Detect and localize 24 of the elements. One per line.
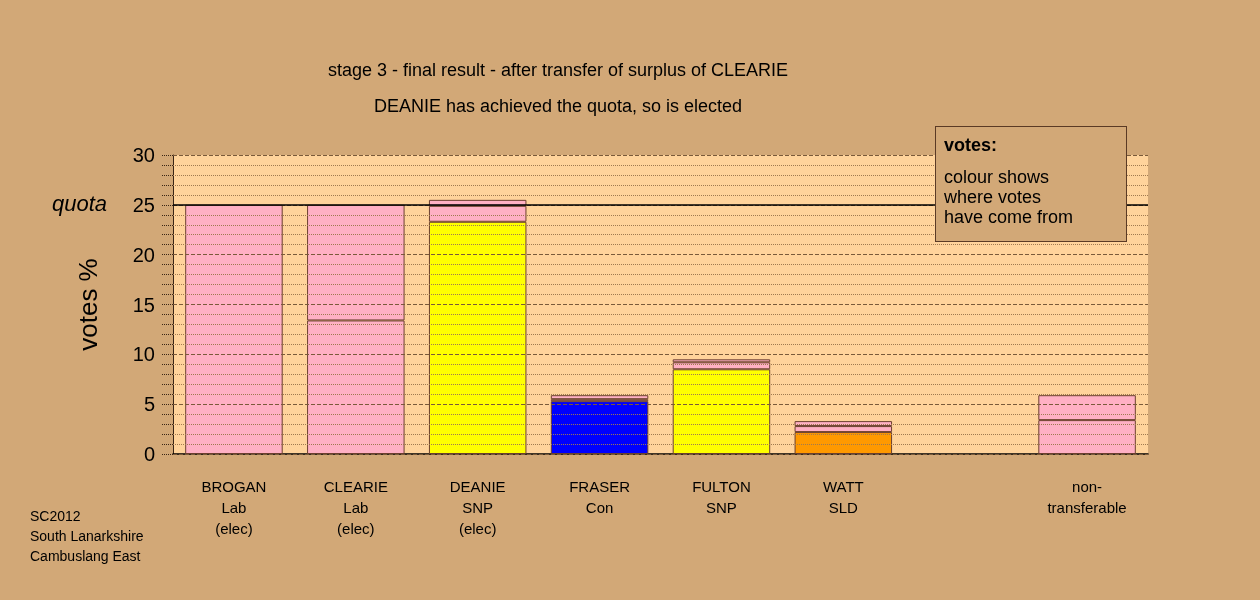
bar <box>550 395 649 400</box>
y-tick-label: 10 <box>132 343 155 366</box>
bar <box>185 204 283 454</box>
x-tick-label: CLEARIE Lab (elec) <box>323 478 388 537</box>
chart-title: stage 3 - final result - after transfer of surplus of CLEARIE <box>327 60 789 80</box>
text: SC2012 South Lanarkshire Cambuslang East <box>30 508 144 564</box>
note-box: votes: colour shows where votes have come from <box>935 126 1127 242</box>
bar <box>550 401 649 454</box>
y-tick-label: 0 <box>143 443 155 465</box>
x-tick-label: non- transferable <box>1047 478 1127 516</box>
y-tick-label: 5 <box>143 393 155 416</box>
x-tick-label: FULTON SNP <box>692 478 751 516</box>
annotation: votes: colour shows where votes have come from <box>944 135 1075 227</box>
y-tick-label: 30 <box>132 144 155 166</box>
y-tick-label: 25 <box>132 193 155 216</box>
x-tick-label: FRASER Con <box>569 478 631 516</box>
y-tick-label: 15 <box>132 293 155 316</box>
x-tick-label: DEANIE SNP (elec) <box>449 478 506 537</box>
ref-line-label: quota <box>52 191 108 217</box>
y-axis-title: votes % <box>73 258 103 351</box>
chart-subtitle: DEANIE has achieved the quota, so is elected <box>373 96 743 116</box>
x-tick-label: WATT SLD <box>822 478 864 516</box>
x-tick-label: BROGAN Lab (elec) <box>201 478 267 537</box>
y-tick-label: 20 <box>132 243 155 266</box>
